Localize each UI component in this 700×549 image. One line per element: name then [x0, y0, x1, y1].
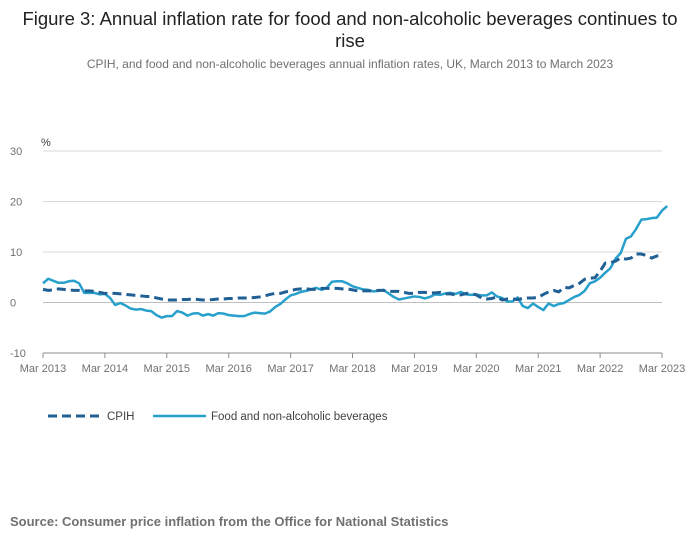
chart-title: Figure 3: Annual inflation rate for food…	[22, 8, 678, 51]
axes: -10 0 10 20 30% Mar 2013 Mar 2014 Mar 2015 Mar 2…	[10, 137, 685, 375]
legend: CPIH Food and non-alcoholic beverages	[48, 411, 388, 423]
source-note: Source: Consumer price inflation from th…	[10, 514, 449, 529]
legend-label-cpih: CPIH	[107, 411, 134, 423]
x-tick-label: Mar 2021	[515, 363, 561, 375]
x-tick-label: Mar 2014	[82, 363, 128, 375]
y-axis-label: %	[41, 137, 51, 149]
line-chart: -10 0 10 20 30% Mar 2013 Mar 2014 Mar 2015 Mar 2…	[10, 137, 685, 423]
x-tick-label: Mar 2023	[639, 363, 685, 375]
x-tick-label: Mar 2017	[267, 363, 313, 375]
cpih-series-line	[42, 252, 662, 302]
y-tick-label: 10	[10, 247, 22, 259]
x-tick-label: Mar 2013	[20, 363, 66, 375]
legend-label-food: Food and non-alcoholic beverages	[211, 411, 388, 423]
x-tick-label: Mar 2022	[577, 363, 623, 375]
food-series-line	[42, 205, 668, 319]
x-tick-label: Mar 2018	[329, 363, 375, 375]
chart-subtitle: CPIH, and food and non-alcoholic beverag…	[86, 57, 614, 71]
x-tick-label: Mar 2020	[453, 363, 499, 375]
x-tick-label: Mar 2016	[205, 363, 251, 375]
y-tick-label: 20	[10, 197, 22, 209]
y-tick-label: 30	[10, 146, 22, 158]
x-tick-label: Mar 2015	[144, 363, 190, 375]
grid-lines	[43, 150, 662, 354]
x-tick-label: Mar 2019	[391, 363, 437, 375]
y-tick-label: -10	[10, 348, 26, 360]
y-tick-label: 0	[10, 298, 16, 310]
series-lines	[42, 205, 668, 319]
